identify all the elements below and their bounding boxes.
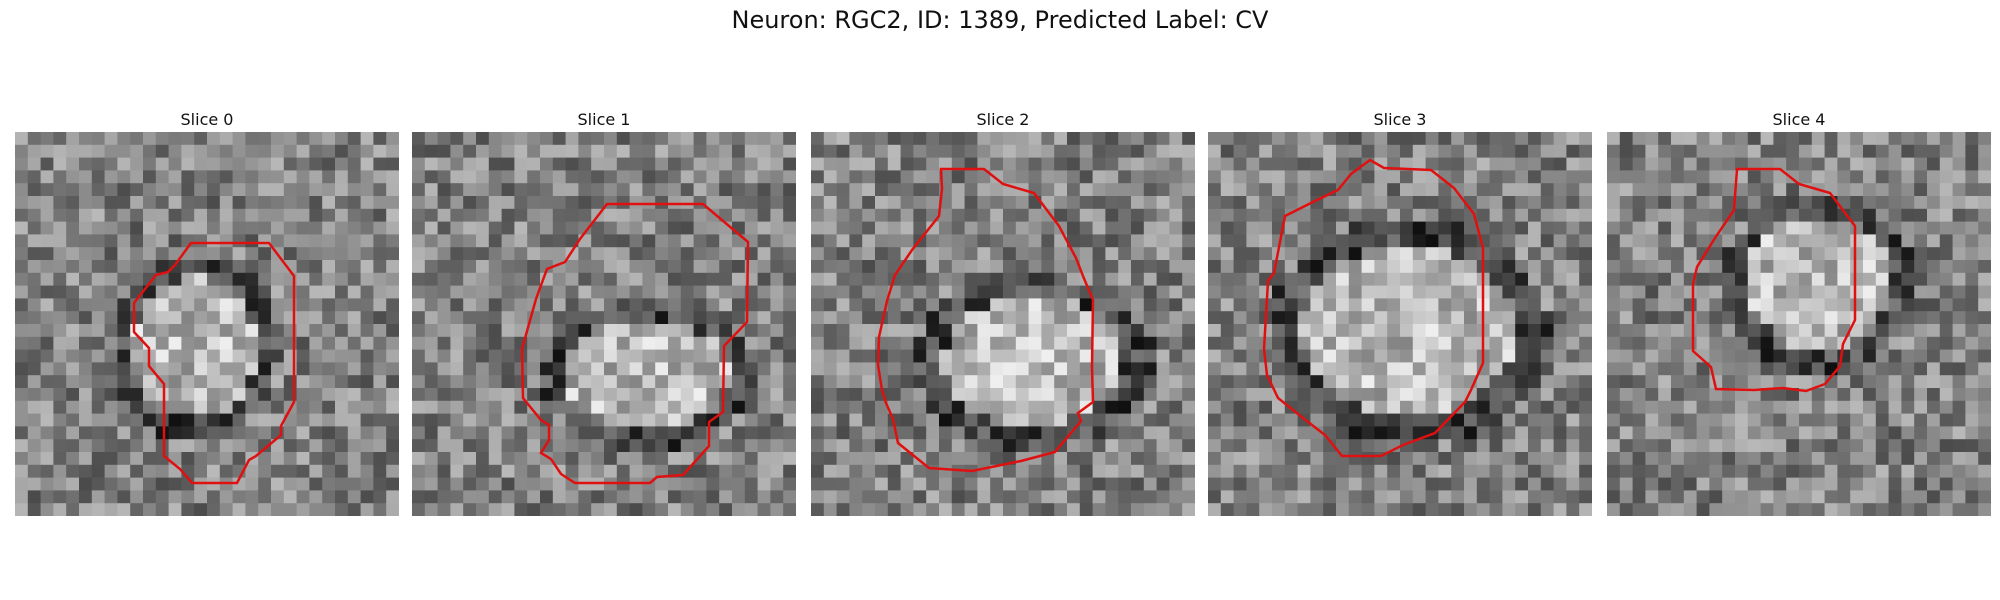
segmentation-outline — [1262, 158, 1485, 458]
figure-title: Neuron: RGC2, ID: 1389, Predicted Label:… — [731, 6, 1269, 34]
slice-title: Slice 2 — [976, 110, 1030, 129]
slice-image — [412, 132, 796, 516]
segmentation-outline — [1691, 167, 1857, 393]
slice-panel-4: Slice 4 — [1607, 108, 1991, 516]
slice-title: Slice 4 — [1772, 110, 1826, 129]
slice-panel-2: Slice 2 — [811, 108, 1195, 516]
slice-image — [811, 132, 1195, 516]
slice-image — [15, 132, 399, 516]
slice-image — [1607, 132, 1991, 516]
segmentation-outline — [132, 241, 296, 485]
slice-title: Slice 0 — [180, 110, 234, 129]
slice-panel-3: Slice 3 — [1208, 108, 1592, 516]
slice-image — [1208, 132, 1592, 516]
segmentation-outline — [876, 167, 1095, 473]
slice-title: Slice 1 — [577, 110, 631, 129]
segmentation-outline — [520, 202, 750, 485]
slice-panel-1: Slice 1 — [412, 108, 796, 516]
slice-panel-0: Slice 0 — [15, 108, 399, 516]
slice-title: Slice 3 — [1373, 110, 1427, 129]
